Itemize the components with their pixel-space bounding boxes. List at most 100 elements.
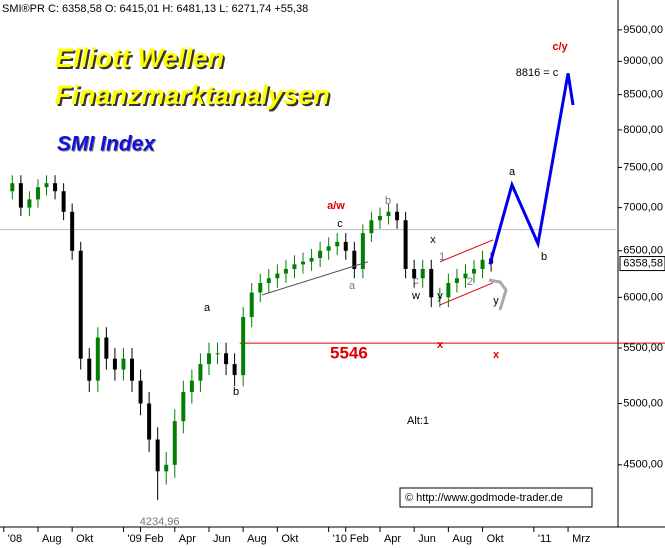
candle-body bbox=[130, 358, 135, 381]
trendline bbox=[261, 261, 369, 296]
x-tick-label: Apr bbox=[384, 533, 401, 545]
candle-body bbox=[87, 358, 92, 381]
wave-label: a bbox=[204, 302, 211, 314]
low-label: 4234,96 bbox=[140, 516, 180, 528]
y-tick-label: 7000,00 bbox=[623, 202, 663, 214]
wave-label: y bbox=[437, 290, 443, 302]
wave-label: 2 bbox=[467, 276, 473, 288]
y-tick-label: 5000,00 bbox=[623, 397, 663, 409]
x-tick-label: Jun bbox=[418, 533, 436, 545]
wave-label: x bbox=[437, 339, 444, 351]
candle-body bbox=[224, 353, 229, 365]
wave-label: a bbox=[509, 166, 516, 178]
credit: © http://www.godmode-trader.de bbox=[405, 492, 563, 504]
candle-body bbox=[335, 241, 340, 247]
candle-body bbox=[241, 317, 246, 376]
wave-label: x bbox=[430, 234, 436, 246]
y-tick-label: 6500,00 bbox=[623, 245, 663, 257]
candle-body bbox=[480, 259, 485, 269]
wave-label: 8816 = c bbox=[516, 67, 559, 79]
x-tick-label: Feb bbox=[145, 533, 164, 545]
x-tick-label: Mrz bbox=[572, 533, 590, 545]
candle-body bbox=[343, 241, 348, 251]
x-tick-label: Aug bbox=[452, 533, 472, 545]
candle-body bbox=[172, 421, 177, 465]
candle-body bbox=[420, 268, 425, 279]
wave-label: b bbox=[385, 195, 391, 207]
candle-body bbox=[352, 250, 357, 269]
candle-body bbox=[70, 211, 75, 251]
support-label: 5546 bbox=[330, 344, 368, 363]
candle-body bbox=[377, 215, 382, 221]
candle-body bbox=[369, 220, 374, 234]
candle-body bbox=[463, 273, 468, 279]
x-tick-label: '09 bbox=[127, 533, 141, 545]
x-tick-label: Okt bbox=[281, 533, 298, 545]
candle-body bbox=[309, 257, 314, 262]
x-tick-label: Okt bbox=[76, 533, 93, 545]
header: SMI®PR C: 6358,58 O: 6415,01 H: 6481,13 … bbox=[2, 3, 308, 15]
candle-body bbox=[437, 297, 442, 299]
candle-body bbox=[446, 282, 451, 298]
candle-body bbox=[155, 439, 160, 472]
candle-body bbox=[386, 211, 391, 216]
x-tick-label: Okt bbox=[487, 533, 504, 545]
candle-body bbox=[138, 380, 143, 404]
trendline bbox=[439, 239, 494, 263]
candle-body bbox=[454, 278, 459, 283]
candle-body bbox=[232, 364, 237, 376]
candle-body bbox=[104, 337, 109, 359]
candle-body bbox=[121, 358, 126, 370]
title: Elliott Wellen bbox=[55, 43, 224, 73]
candle-body bbox=[206, 353, 211, 365]
candle-body bbox=[78, 250, 83, 359]
wave-label: c bbox=[337, 218, 343, 230]
candle-body bbox=[18, 183, 23, 208]
x-tick-label: Feb bbox=[350, 533, 369, 545]
candle-body bbox=[198, 364, 203, 381]
y-tick-label: 6000,00 bbox=[623, 291, 663, 303]
wave-label: b bbox=[233, 386, 239, 398]
candle-body bbox=[44, 183, 49, 188]
title-2: Finanzmarktanalysen bbox=[55, 80, 330, 110]
y-tick-label: 8500,00 bbox=[623, 89, 663, 101]
y-tick-label: 8000,00 bbox=[623, 124, 663, 136]
candle-body bbox=[301, 261, 306, 265]
wave-label: w bbox=[411, 290, 420, 302]
candle-body bbox=[10, 183, 15, 192]
candle-body bbox=[429, 268, 434, 298]
projection-line bbox=[488, 73, 575, 265]
candle-body bbox=[164, 464, 169, 472]
wave-label: c/y bbox=[552, 41, 568, 53]
candle-body bbox=[35, 187, 40, 200]
x-tick-label: Apr bbox=[179, 533, 196, 545]
wave-label: y bbox=[493, 295, 499, 307]
candle-body bbox=[53, 183, 58, 192]
candle-body bbox=[292, 264, 297, 269]
candle-body bbox=[275, 273, 280, 279]
wave-label: x bbox=[493, 349, 500, 361]
wave-label: 1 bbox=[439, 251, 445, 263]
last-price-label: 6358,58 bbox=[623, 257, 663, 269]
candle-body bbox=[249, 292, 254, 318]
last-price-box bbox=[619, 256, 665, 272]
candle-body bbox=[189, 380, 194, 392]
candle-body bbox=[61, 191, 66, 212]
wave-label: a/w bbox=[327, 200, 345, 212]
subtitle: SMI Index bbox=[57, 133, 156, 156]
x-tick-label: Aug bbox=[247, 533, 267, 545]
candle-body bbox=[283, 268, 288, 274]
candle-body bbox=[266, 278, 271, 283]
x-tick-label: Jun bbox=[213, 533, 231, 545]
trendline bbox=[439, 282, 494, 306]
candle-body bbox=[215, 353, 220, 355]
candle-body bbox=[318, 250, 323, 258]
x-tick-label: Aug bbox=[42, 533, 62, 545]
candle-body bbox=[258, 282, 263, 293]
y-tick-label: 9500,00 bbox=[623, 24, 663, 36]
credit-box bbox=[399, 487, 593, 508]
x-tick-label: '10 bbox=[333, 533, 347, 545]
candle-body bbox=[181, 391, 186, 422]
